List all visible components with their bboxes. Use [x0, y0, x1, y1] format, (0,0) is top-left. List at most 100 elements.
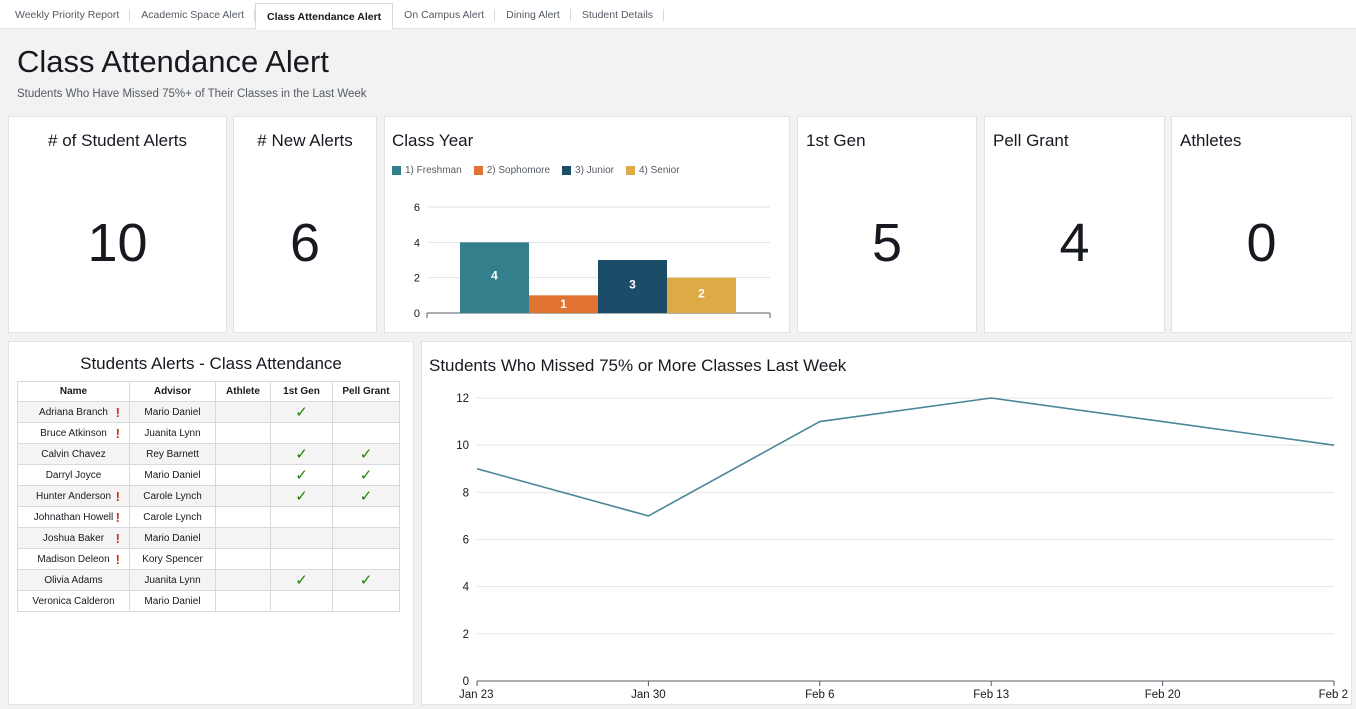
cell-advisor[interactable]: Mario Daniel — [129, 464, 216, 486]
cell-pell-grant[interactable] — [332, 548, 400, 570]
table-row[interactable]: Darryl Joyce Mario Daniel ✓ ✓ — [17, 464, 400, 486]
cell-first-gen[interactable] — [270, 590, 333, 612]
checkmark-icon: ✓ — [359, 446, 373, 463]
cell-pell-grant[interactable] — [332, 590, 400, 612]
chart-legend: 1) Freshman 2) Sophomore 3) Junior 4) Se… — [392, 165, 680, 176]
cell-name[interactable]: Hunter Anderson! — [17, 485, 130, 507]
cell-advisor[interactable]: Kory Spencer — [129, 548, 216, 570]
cell-athlete[interactable] — [215, 485, 271, 507]
cell-athlete[interactable] — [215, 464, 271, 486]
legend-label: 3) Junior — [575, 165, 614, 176]
cell-advisor[interactable]: Carole Lynch — [129, 485, 216, 507]
new-alert-icon: ! — [115, 489, 120, 504]
cell-pell-grant[interactable]: ✓ — [332, 443, 400, 465]
table-row[interactable]: Olivia Adams Juanita Lynn ✓ ✓ — [17, 569, 400, 591]
column-header-advisor[interactable]: Advisor — [129, 381, 216, 402]
legend-item-sophomore[interactable]: 2) Sophomore — [473, 165, 550, 176]
cell-name[interactable]: Olivia Adams — [17, 569, 130, 591]
x-tick-label: Feb 20 — [1145, 689, 1181, 701]
cell-athlete[interactable] — [215, 527, 271, 549]
cell-first-gen[interactable]: ✓ — [270, 443, 333, 465]
tab-class-attendance-alert[interactable]: Class Attendance Alert — [254, 3, 394, 30]
cell-name[interactable]: Johnathan Howell! — [17, 506, 130, 528]
cell-name[interactable]: Darryl Joyce — [17, 464, 130, 486]
cell-advisor[interactable]: Mario Daniel — [129, 527, 216, 549]
tab-on-campus-alert[interactable]: On Campus Alert — [393, 0, 496, 29]
cell-advisor[interactable]: Carole Lynch — [129, 506, 216, 528]
kpi-first-gen-card[interactable]: 1st Gen 5 — [797, 116, 977, 333]
cell-name[interactable]: Joshua Baker! — [17, 527, 130, 549]
missed-classes-line-chart-card[interactable]: Students Who Missed 75% or More Classes … — [421, 341, 1352, 705]
table-row[interactable]: Adriana Branch! Mario Daniel ✓ — [17, 401, 400, 423]
cell-name[interactable]: Bruce Atkinson! — [17, 422, 130, 444]
kpi-new-alerts-card[interactable]: # New Alerts 6 — [233, 116, 377, 333]
column-header-first-gen[interactable]: 1st Gen — [270, 381, 333, 402]
table-row[interactable]: Johnathan Howell! Carole Lynch — [17, 506, 400, 528]
tab-weekly-priority-report[interactable]: Weekly Priority Report — [4, 0, 131, 29]
new-alert-icon: ! — [115, 426, 120, 441]
cell-athlete[interactable] — [215, 422, 271, 444]
tab-dining-alert[interactable]: Dining Alert — [495, 0, 571, 29]
cell-first-gen[interactable] — [270, 527, 333, 549]
class-year-bar-chart: 0 2 4 6 4 1 3 2 — [414, 202, 771, 320]
cell-athlete[interactable] — [215, 506, 271, 528]
cell-pell-grant[interactable]: ✓ — [332, 485, 400, 507]
cell-athlete[interactable] — [215, 443, 271, 465]
cell-first-gen[interactable]: ✓ — [270, 401, 333, 423]
students-alerts-table-card[interactable]: Students Alerts - Class Attendance Name … — [8, 341, 414, 705]
legend-item-senior[interactable]: 4) Senior — [625, 165, 680, 176]
cell-first-gen[interactable]: ✓ — [270, 569, 333, 591]
cell-advisor[interactable]: Mario Daniel — [129, 401, 216, 423]
table-row[interactable]: Hunter Anderson! Carole Lynch ✓ ✓ — [17, 485, 400, 507]
tab-academic-space-alert[interactable]: Academic Space Alert — [130, 0, 255, 29]
cell-athlete[interactable] — [215, 401, 271, 423]
bar[interactable] — [598, 260, 667, 313]
table-row[interactable]: Madison Deleon! Kory Spencer — [17, 548, 400, 570]
kpi-student-alerts-card[interactable]: # of Student Alerts 10 — [8, 116, 227, 333]
y-tick-label: 10 — [456, 440, 469, 452]
cell-pell-grant[interactable] — [332, 506, 400, 528]
kpi-athletes-card[interactable]: Athletes 0 — [1171, 116, 1352, 333]
table-row[interactable]: Bruce Atkinson! Juanita Lynn — [17, 422, 400, 444]
kpi-pell-grant-card[interactable]: Pell Grant 4 — [984, 116, 1165, 333]
column-header-pell-grant[interactable]: Pell Grant — [332, 381, 400, 402]
cell-advisor[interactable]: Mario Daniel — [129, 590, 216, 612]
cell-advisor[interactable]: Juanita Lynn — [129, 569, 216, 591]
bar[interactable] — [667, 277, 736, 313]
cell-advisor[interactable]: Rey Barnett — [129, 443, 216, 465]
cell-advisor[interactable]: Juanita Lynn — [129, 422, 216, 444]
table-row[interactable]: Joshua Baker! Mario Daniel — [17, 527, 400, 549]
table-row[interactable]: Veronica Calderon Mario Daniel — [17, 590, 400, 612]
class-year-chart-card[interactable]: Class Year 1) Freshman 2) Sophomore 3) J… — [384, 116, 790, 333]
cell-first-gen[interactable] — [270, 548, 333, 570]
kpi-title: # of Student Alerts — [48, 131, 187, 150]
column-header-athlete[interactable]: Athlete — [215, 381, 271, 402]
cell-pell-grant[interactable] — [332, 527, 400, 549]
cell-pell-grant[interactable]: ✓ — [332, 464, 400, 486]
cell-athlete[interactable] — [215, 548, 271, 570]
cell-first-gen[interactable] — [270, 506, 333, 528]
tab-student-details[interactable]: Student Details — [571, 0, 665, 29]
cell-name[interactable]: Calvin Chavez — [17, 443, 130, 465]
table-row[interactable]: Calvin Chavez Rey Barnett ✓ ✓ — [17, 443, 400, 465]
cell-pell-grant[interactable] — [332, 422, 400, 444]
cell-name[interactable]: Veronica Calderon — [17, 590, 130, 612]
bar[interactable] — [460, 242, 529, 313]
cell-athlete[interactable] — [215, 590, 271, 612]
cell-pell-grant[interactable] — [332, 401, 400, 423]
column-header-name[interactable]: Name — [17, 381, 130, 402]
cell-name[interactable]: Madison Deleon! — [17, 548, 130, 570]
cell-first-gen[interactable] — [270, 422, 333, 444]
legend-item-junior[interactable]: 3) Junior — [562, 165, 614, 176]
cell-name[interactable]: Adriana Branch! — [17, 401, 130, 423]
y-tick-label: 8 — [463, 487, 469, 499]
cell-athlete[interactable] — [215, 569, 271, 591]
legend-item-freshman[interactable]: 1) Freshman — [392, 165, 462, 176]
cell-first-gen[interactable]: ✓ — [270, 464, 333, 486]
series-line[interactable] — [476, 397, 1335, 517]
legend-label: 1) Freshman — [405, 165, 462, 176]
cell-pell-grant[interactable]: ✓ — [332, 569, 400, 591]
bar[interactable] — [529, 295, 598, 313]
table-header-row: Name Advisor Athlete 1st Gen Pell Grant — [17, 381, 400, 402]
cell-first-gen[interactable]: ✓ — [270, 485, 333, 507]
